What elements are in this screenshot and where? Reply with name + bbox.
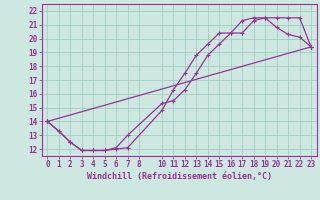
X-axis label: Windchill (Refroidissement éolien,°C): Windchill (Refroidissement éolien,°C): [87, 172, 272, 181]
